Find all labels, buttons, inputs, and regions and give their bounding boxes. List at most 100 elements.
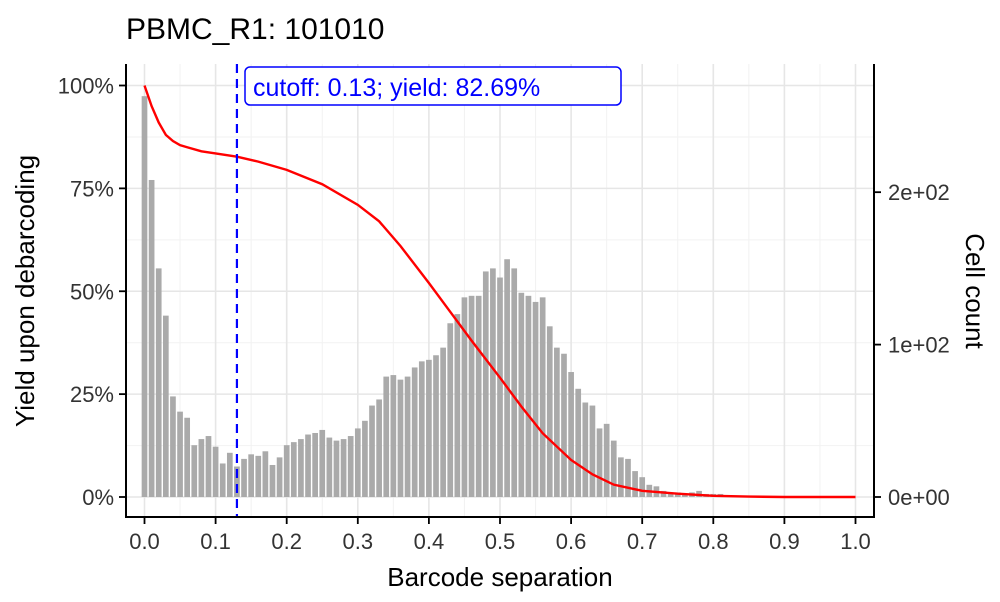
histogram-bar [212,446,219,497]
histogram-bar [283,445,290,497]
right-y-tick-label: 1e+02 [888,333,950,358]
ticks: 0.0 0.1 0.2 0.3 0.4 0.5 0.6 0.7 0.8 0.9 1.0 0% 25% 50… [58,74,950,555]
x-tick-label: 0.3 [343,529,374,554]
histogram-bar [191,445,198,497]
histogram-bar [497,277,503,497]
histogram-bar [546,326,553,497]
histogram-bar [177,411,183,497]
histogram-bar [276,457,283,497]
histogram-bar [468,295,475,497]
histogram-bar [376,399,382,497]
histogram-bar [383,376,390,497]
histogram-bar [354,428,361,497]
histogram-bar [411,367,418,497]
histogram-bar [554,347,560,497]
histogram-bar [561,353,567,497]
x-tick-label: 1.0 [840,529,871,554]
histogram-bar [532,301,539,497]
histogram-bar [241,458,247,497]
histogram-bar [610,440,617,497]
histogram-bars [141,96,738,497]
histogram-bar [141,96,148,497]
left-y-tick-label: 25% [70,382,114,407]
histogram-bar [518,292,525,497]
histogram-bar [170,396,176,497]
cutoff-annotation: cutoff: 0.13; yield: 82.69% [244,66,622,106]
left-y-tick-label: 0% [82,485,114,510]
x-tick-label: 0.7 [627,529,658,554]
histogram-bar [255,455,262,497]
histogram-bar [369,405,375,497]
histogram-bar [148,179,155,497]
histogram-bar [298,439,304,497]
histogram-bar [155,268,162,497]
x-tick-label: 0.5 [485,529,516,554]
yield-curve-line [143,85,856,499]
histogram-bar [667,492,674,497]
histogram-bar [461,297,468,497]
x-tick-label: 0.1 [200,529,231,554]
histogram-bar [639,477,646,497]
histogram-bar [482,271,489,497]
histogram-bar [362,420,368,497]
histogram-bar [575,388,582,497]
histogram-bar [447,323,454,497]
histogram-bar [418,361,425,497]
x-tick-label: 0.0 [129,529,160,554]
x-tick-label: 0.6 [556,529,587,554]
histogram-bar [198,439,205,497]
histogram-bar [589,405,596,497]
x-axis-label: Barcode separation [387,562,612,592]
left-y-tick-label: 50% [70,279,114,304]
chart-title: PBMC_R1: 101010 [126,13,385,46]
histogram-bar [404,376,411,497]
histogram-bar [525,295,532,497]
histogram-bar [618,457,624,497]
histogram-bar [582,402,589,497]
histogram-bar [568,372,574,497]
left-y-tick-label: 100% [58,74,114,99]
histogram-bar [504,259,510,497]
histogram-bar [490,268,496,497]
histogram-bar [269,464,276,497]
histogram-bar [333,440,340,497]
histogram-bar [184,417,191,497]
histogram-bar [433,355,439,497]
x-tick-label: 0.2 [271,529,302,554]
histogram-bar [162,315,169,497]
histogram-bar [312,432,318,497]
right-y-axis-label: Cell count [960,233,990,349]
histogram-bar [219,463,226,497]
histogram-bar [234,466,240,497]
histogram-bar [319,429,326,497]
histogram-bar [262,451,269,497]
histogram-bar [660,490,667,497]
grid [126,64,874,517]
histogram-bar [397,379,404,497]
left-y-tick-label: 75% [70,176,114,201]
histogram-bar [440,347,446,497]
annotation-text: cutoff: 0.13; yield: 82.69% [253,74,540,102]
x-tick-label: 0.4 [414,529,445,554]
histogram-bar [632,471,638,497]
left-y-axis-label: Yield upon debarcoding [10,155,40,427]
histogram-bar [305,434,311,497]
histogram-bar [426,359,432,497]
annotation-box [244,66,622,106]
histogram-bar [347,436,354,497]
histogram-bar [248,454,254,497]
histogram-bar [475,295,482,497]
histogram-bar [454,314,461,497]
histogram-bar [682,493,688,497]
histogram-bar [290,442,297,497]
right-y-tick-label: 2e+02 [888,180,950,205]
histogram-bar [326,437,333,497]
x-tick-label: 0.9 [769,529,800,554]
histogram-bar [539,297,546,497]
histogram-bar [390,375,397,497]
histogram-bar [596,428,603,497]
histogram-bar [603,423,610,497]
histogram-bar [205,436,212,497]
histogram-bar [226,452,233,497]
histogram-bar [625,458,631,497]
